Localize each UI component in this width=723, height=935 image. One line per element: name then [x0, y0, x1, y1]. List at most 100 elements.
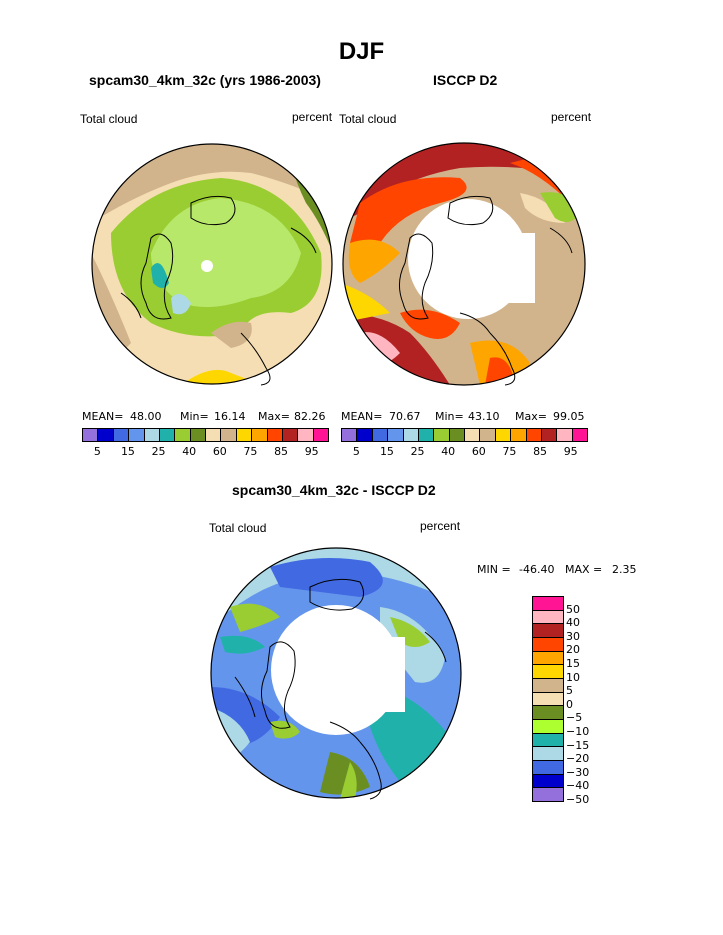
colorbar-swatch: [495, 429, 512, 441]
colorbar-swatch: [526, 429, 542, 441]
colorbar-swatch: [403, 429, 419, 441]
colorbar-tick-label: −10: [566, 725, 590, 738]
diff-polar-map: [210, 547, 462, 800]
colorbar-swatch: [533, 733, 563, 748]
colorbar-swatch: [144, 429, 160, 441]
colorbar-tick-label: −50: [566, 793, 590, 806]
right-mean-value: 70.67: [389, 410, 421, 423]
left-mean-label: MEAN=: [82, 410, 124, 423]
right-mean-label: MEAN=: [341, 410, 383, 423]
colorbar-swatch: [190, 429, 206, 441]
colorbar-tick-label: 30: [566, 629, 580, 643]
diff-min-label: MIN =: [477, 563, 511, 576]
colorbar-tick-label: 40: [441, 445, 456, 458]
colorbar-swatch: [533, 747, 563, 762]
colorbar-tick-label: −30: [566, 765, 590, 779]
colorbar-tick-label: 0: [566, 697, 573, 711]
colorbar-tick-label: 40: [182, 445, 197, 458]
left-polar-map: [91, 143, 333, 386]
colorbar-swatch: [533, 761, 563, 775]
colorbar-swatch: [533, 624, 563, 639]
diff-colorbar: [532, 596, 564, 802]
diff-max-value: 2.35: [612, 563, 637, 576]
colorbar-swatch: [533, 665, 563, 680]
colorbar-swatch: [98, 429, 114, 441]
colorbar-swatch: [388, 429, 404, 441]
colorbar-tick-label: −20: [566, 752, 590, 766]
colorbar-swatch: [113, 429, 130, 441]
colorbar-tick-label: 15: [120, 445, 135, 458]
colorbar-tick-label: 40: [566, 616, 580, 630]
right-panel-units-label: percent: [551, 110, 592, 124]
right-panel-subtitle: ISCCP D2: [433, 72, 498, 88]
colorbar-tick-label: 60: [471, 445, 486, 458]
colorbar-swatch: [533, 651, 563, 666]
colorbar-tick-label: 5: [93, 445, 101, 458]
colorbar-swatch: [533, 720, 563, 734]
colorbar-tick-label: 25: [410, 445, 425, 458]
colorbar-swatch: [83, 429, 99, 441]
diff-panel-variable-label: Total cloud: [209, 521, 267, 535]
colorbar-swatch: [449, 429, 465, 441]
left-colorbar: [82, 428, 329, 442]
colorbar-swatch: [465, 429, 481, 441]
colorbar-swatch: [372, 429, 389, 441]
left-panel-subtitle: spcam30_4km_32c (yrs 1986-2003): [89, 72, 321, 88]
right-colorbar: [341, 428, 588, 442]
colorbar-swatch: [252, 429, 268, 441]
right-max-value: 99.05: [553, 410, 585, 423]
colorbar-tick-label: 85: [274, 445, 289, 458]
diff-panel-units-label: percent: [420, 519, 461, 533]
colorbar-tick-label: 75: [502, 445, 517, 458]
colorbar-tick-label: 60: [212, 445, 227, 458]
colorbar-tick-label: 10: [566, 670, 580, 684]
colorbar-tick-label: 15: [379, 445, 394, 458]
colorbar-swatch: [159, 429, 176, 441]
colorbar-swatch: [418, 429, 435, 441]
colorbar-swatch: [533, 597, 563, 611]
left-mean-value: 48.00: [130, 410, 162, 423]
colorbar-swatch: [533, 638, 563, 652]
right-panel-variable-label: Total cloud: [339, 112, 397, 126]
left-min-label: Min=: [180, 410, 209, 423]
diff-panel-subtitle: spcam30_4km_32c - ISCCP D2: [232, 482, 436, 498]
colorbar-swatch: [129, 429, 145, 441]
colorbar-swatch: [357, 429, 373, 441]
colorbar-swatch: [298, 429, 314, 441]
colorbar-swatch: [434, 429, 450, 441]
colorbar-tick-label: 5: [352, 445, 360, 458]
colorbar-swatch: [267, 429, 283, 441]
colorbar-swatch: [533, 692, 563, 707]
right-max-label: Max=: [515, 410, 547, 423]
right-min-label: Min=: [435, 410, 464, 423]
colorbar-swatch: [175, 429, 191, 441]
colorbar-swatch: [342, 429, 358, 441]
colorbar-tick-label: 50: [566, 602, 580, 616]
colorbar-swatch: [206, 429, 222, 441]
colorbar-tick-label: 15: [566, 657, 580, 670]
colorbar-swatch: [533, 706, 563, 721]
colorbar-swatch: [541, 429, 558, 441]
colorbar-swatch: [282, 429, 299, 441]
colorbar-swatch: [221, 429, 237, 441]
colorbar-tick-label: 20: [566, 643, 580, 657]
left-panel-variable-label: Total cloud: [80, 112, 138, 126]
colorbar-swatch: [533, 774, 563, 789]
colorbar-swatch: [533, 679, 563, 693]
colorbar-swatch: [572, 429, 587, 441]
left-min-value: 16.14: [214, 410, 246, 423]
colorbar-swatch: [533, 788, 563, 802]
colorbar-swatch: [236, 429, 253, 441]
diff-min-value: -46.40: [519, 563, 555, 576]
colorbar-tick-label: 95: [304, 445, 319, 458]
colorbar-swatch: [557, 429, 573, 441]
colorbar-tick-label: −40: [566, 779, 590, 793]
colorbar-swatch: [511, 429, 527, 441]
right-min-value: 43.10: [468, 410, 500, 423]
colorbar-tick-label: 5: [566, 684, 573, 698]
colorbar-tick-label: −5: [566, 711, 583, 725]
colorbar-tick-label: −15: [566, 738, 590, 752]
diff-max-label: MAX =: [565, 563, 603, 576]
page-title: DJF: [338, 38, 385, 65]
